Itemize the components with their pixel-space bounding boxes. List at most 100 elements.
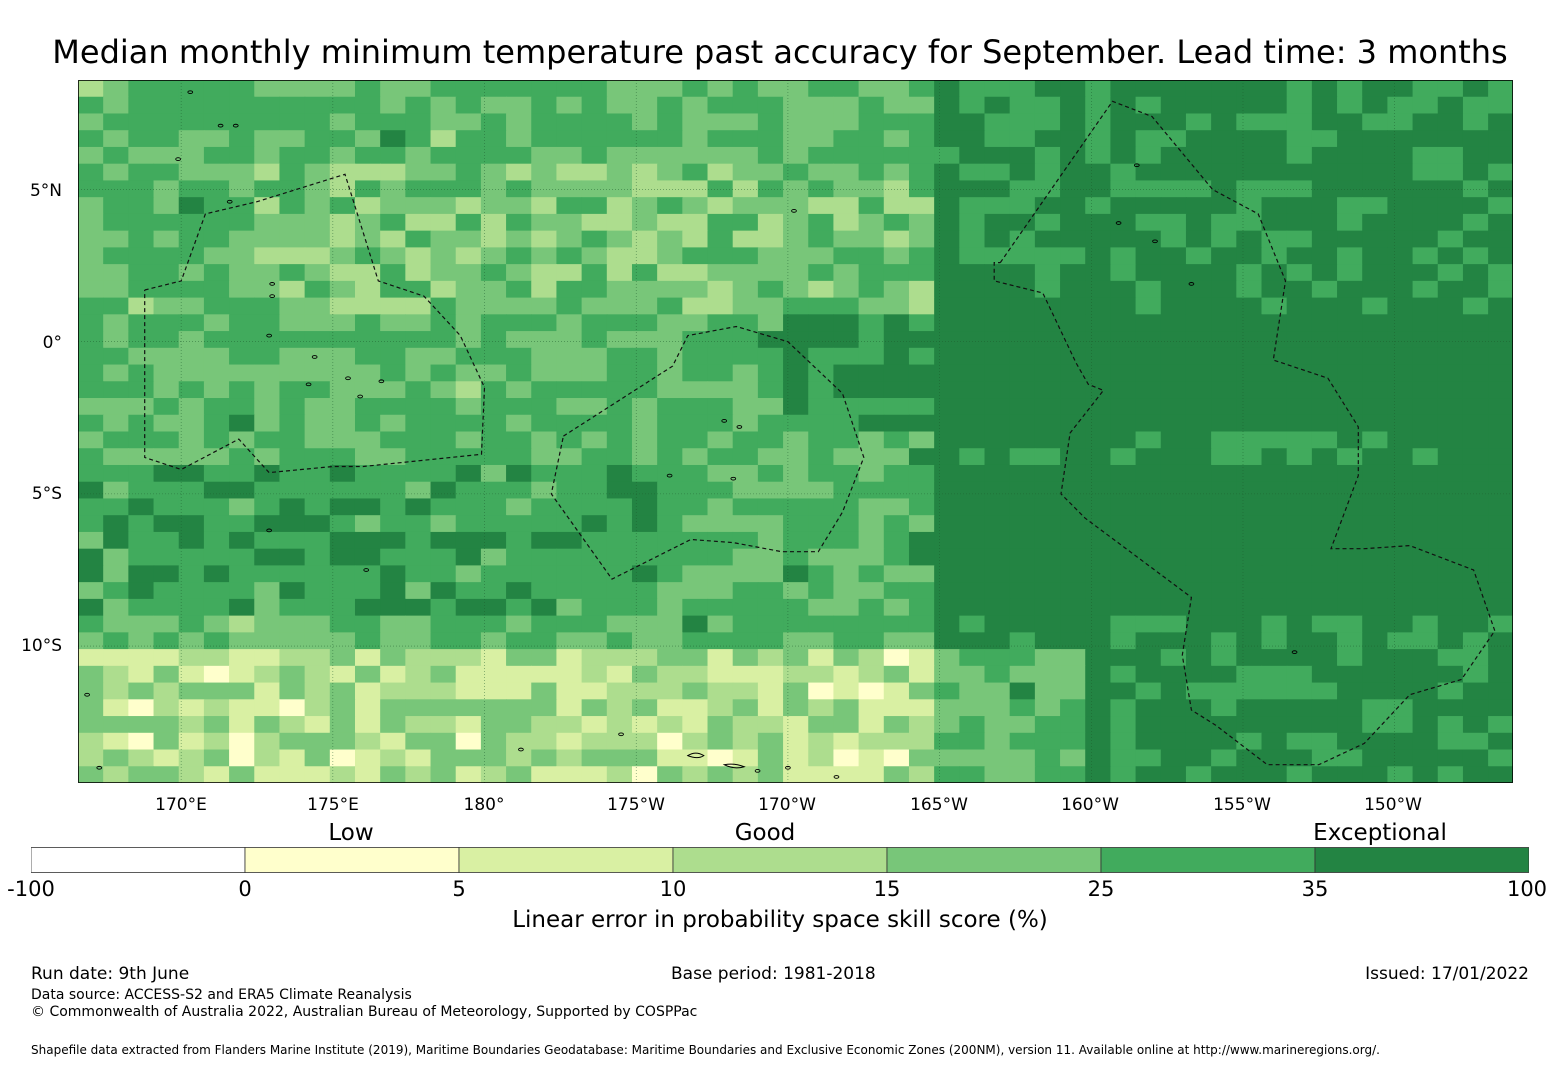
grid-cell — [354, 180, 381, 198]
grid-cell — [1311, 716, 1338, 734]
grid-cell — [1437, 565, 1464, 583]
grid-cell — [833, 665, 860, 684]
grid-cell — [631, 213, 658, 232]
grid-cell — [1185, 732, 1212, 751]
grid-cell — [1009, 448, 1036, 466]
grid-cell — [984, 213, 1011, 232]
grid-cell — [833, 96, 860, 115]
grid-cell — [1488, 130, 1513, 148]
grid-cell — [1110, 113, 1137, 131]
grid-cell — [430, 665, 457, 684]
grid-cell — [304, 213, 331, 232]
grid-cell — [1488, 716, 1513, 734]
grid-cell — [506, 464, 532, 483]
grid-cell — [1211, 598, 1237, 617]
grid-cell — [78, 431, 104, 449]
grid-cell — [1387, 632, 1414, 650]
grid-cell — [506, 649, 532, 667]
grid-cell — [606, 213, 633, 232]
grid-cell — [78, 398, 104, 416]
grid-cell — [657, 632, 683, 650]
grid-cell — [1060, 146, 1086, 165]
grid-cell — [1085, 682, 1112, 700]
grid-cell — [1362, 481, 1388, 500]
grid-cell — [1160, 732, 1187, 751]
grid-cell — [178, 180, 205, 198]
grid-cell — [405, 347, 432, 366]
grid-cell — [480, 548, 507, 567]
island-outline — [187, 90, 194, 95]
grid-cell — [984, 515, 1011, 533]
grid-cell — [1261, 699, 1288, 717]
grid-cell — [908, 146, 935, 165]
grid-cell — [1337, 247, 1363, 265]
grid-cell — [1160, 113, 1187, 131]
grid-cell — [103, 531, 129, 550]
grid-cell — [1135, 264, 1162, 282]
grid-cell — [757, 498, 784, 516]
grid-cell — [153, 565, 180, 583]
grid-cell — [254, 565, 281, 583]
grid-cell — [732, 464, 759, 483]
grid-cell — [229, 130, 255, 148]
grid-cell — [556, 498, 583, 516]
grid-cell — [128, 163, 155, 182]
grid-cell — [858, 615, 885, 633]
grid-cell — [1462, 381, 1489, 399]
grid-cell — [984, 96, 1011, 115]
grid-cell — [531, 498, 558, 516]
grid-cell — [1286, 197, 1313, 215]
grid-cell — [657, 749, 683, 767]
grid-cell — [783, 280, 809, 299]
grid-cell — [354, 431, 381, 449]
grid-cell — [657, 414, 683, 433]
grid-cell — [657, 96, 683, 115]
grid-cell — [883, 213, 910, 232]
grid-cell — [203, 280, 230, 299]
grid-cell — [380, 247, 406, 265]
grid-cell — [606, 180, 633, 198]
grid-cell — [279, 699, 306, 717]
grid-cell — [1387, 197, 1414, 215]
grid-cell — [984, 431, 1011, 449]
grid-cell — [682, 766, 709, 783]
grid-cell — [254, 548, 281, 567]
grid-cell — [783, 314, 809, 332]
grid-cell — [707, 96, 734, 115]
grid-cell — [556, 699, 583, 717]
grid-cell — [1437, 297, 1464, 315]
grid-cell — [1110, 515, 1137, 533]
grid-cell — [1337, 113, 1363, 131]
grid-cell — [103, 180, 129, 198]
grid-cell — [657, 314, 683, 332]
grid-cell — [1236, 565, 1263, 583]
grid-cell — [254, 632, 281, 650]
grid-cell — [455, 682, 482, 700]
grid-cell — [757, 398, 784, 416]
grid-cell — [934, 431, 960, 449]
lon-label-155w: 155°W — [1213, 795, 1271, 815]
grid-cell — [934, 632, 960, 650]
grid-cell — [1135, 615, 1162, 633]
grid-cell — [430, 515, 457, 533]
grid-cell — [405, 582, 432, 600]
grid-cell — [783, 364, 809, 382]
grid-cell — [1462, 665, 1489, 684]
grid-cell — [203, 163, 230, 182]
grid-cell — [455, 80, 482, 98]
grid-cell — [883, 381, 910, 399]
grid-cell — [833, 649, 860, 667]
grid-cell — [430, 431, 457, 449]
grid-cell — [984, 364, 1011, 382]
grid-cell — [178, 364, 205, 382]
grid-cell — [178, 481, 205, 500]
grid-cell — [858, 749, 885, 767]
grid-cell — [984, 665, 1011, 684]
grid-cell — [128, 448, 155, 466]
grid-cell — [254, 381, 281, 399]
grid-cell — [1412, 448, 1439, 466]
grid-cell — [78, 247, 104, 265]
grid-cell — [1286, 431, 1313, 449]
grid-cell — [959, 749, 986, 767]
grid-cell — [682, 481, 709, 500]
